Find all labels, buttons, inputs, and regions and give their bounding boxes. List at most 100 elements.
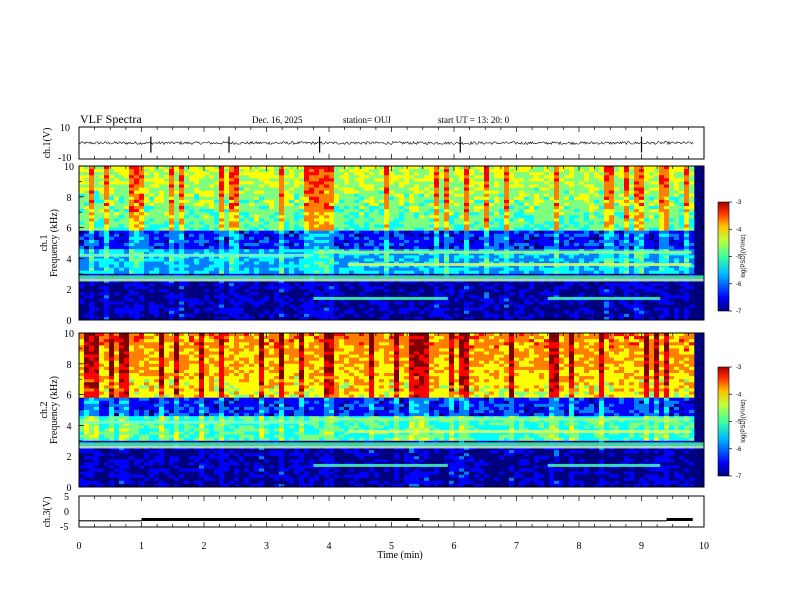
spec-cell [319,187,325,191]
spec-cell [554,218,560,222]
spec-cell [364,227,370,231]
spec-cell [274,304,280,308]
spec-cell [554,209,560,213]
spec-cell [184,295,190,299]
spec-cell [544,209,550,213]
spec-cell [279,184,285,188]
spec-cell [284,184,290,188]
spec-cell [379,193,385,198]
spec-cell [354,289,360,293]
spec-cell [459,307,465,312]
spec-cell [514,258,520,262]
spec-cell [304,295,310,299]
spec-cell [89,249,95,253]
spec-cell [444,169,450,173]
spec-cell [314,181,320,185]
spec-cell [199,246,205,250]
spec-cell [324,199,330,204]
spec-cell [469,172,475,176]
spec-cell [244,249,250,253]
spec-cell [544,196,550,201]
spec-cell [494,307,500,312]
spec-cell [304,209,310,213]
spec-cell [284,166,290,170]
spec-cell [354,221,360,225]
spec-cell [94,243,100,247]
spec-cell [144,310,150,315]
spec-cell [179,221,185,225]
spec-cell [309,218,315,222]
spec-cell [369,304,375,308]
spec-cell [179,196,185,201]
spec-cell [329,193,335,198]
spec-cell [304,258,310,262]
spec-cell [214,279,220,284]
spec-cell [304,224,310,228]
spec-cell [494,196,500,201]
spec-cell [89,310,95,315]
spec-cell [379,236,385,241]
spec-cell [334,304,340,308]
spec-cell [484,310,490,315]
spec-cell [509,304,515,308]
spec-cell [509,206,515,210]
spec-cell [244,236,250,241]
spec-cell [294,227,300,231]
spec-cell [164,172,170,176]
spec-cell [564,172,570,176]
spec-cell [144,169,150,173]
spec-cell [299,215,305,219]
spec-cell [499,267,505,272]
spec-cell [179,218,185,222]
spec-cell [489,310,495,315]
spec-cell [464,304,470,308]
spec-cell [149,279,155,284]
spec-cell [439,264,445,268]
spec-cell [174,196,180,201]
spec-cell [264,206,270,210]
spec-cell [424,202,430,207]
spec-cell [269,187,275,191]
spec-cell [294,307,300,312]
spec-cell [224,236,230,241]
spec-cell [254,283,260,287]
spec-cell [194,196,200,201]
spec-cell [449,215,455,219]
spec-cell [414,224,420,228]
spec-cell [249,175,255,179]
spec-cell [554,236,560,241]
spec-cell [399,224,405,228]
spec-cell [294,184,300,188]
spec-cell [544,221,550,225]
spec-cell [94,301,100,305]
spec-cell [529,270,535,275]
spec-cell [524,169,530,173]
spec-cell [144,261,150,265]
spec-cell [249,249,255,253]
spec-cell [559,307,565,312]
spec-cell [379,230,385,235]
spec-cell [519,236,525,241]
spec-cell [389,246,395,250]
spec-cell [304,212,310,216]
spec-cell [269,316,275,321]
spec-cell [174,310,180,315]
spec-cell [244,239,250,244]
spec-cell [159,169,165,173]
spec-cell [404,313,410,318]
spec-cell [304,206,310,210]
spec-cell [199,292,205,296]
spec-cell [489,301,495,305]
spec-cell [139,181,145,185]
spec-cell [549,313,555,318]
spec-cell [314,279,320,284]
spec-cell [279,267,285,272]
spec-cell [199,206,205,210]
spec-cell [349,166,355,170]
spec-cell [499,292,505,296]
spec-cell [504,286,510,290]
spec-cell [439,301,445,305]
spec-cell [429,169,435,173]
spec-cell [264,267,270,272]
spec-cell [209,304,215,308]
